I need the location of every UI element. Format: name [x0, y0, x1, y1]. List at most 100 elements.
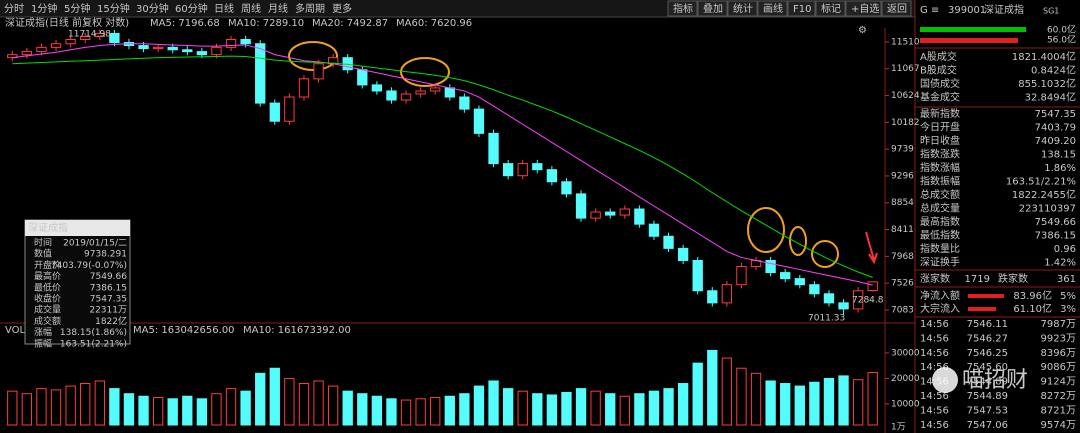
- ma-legend: MA10: 7289.10: [228, 18, 304, 29]
- volume-bar: [138, 395, 149, 426]
- y-tick-label: 8854: [891, 198, 914, 208]
- tooltip-value: 7547.35: [90, 295, 127, 305]
- trade-price: 7546.25: [967, 348, 1008, 359]
- price-annotation: 7284.8: [852, 296, 884, 306]
- period-tab[interactable]: 1分钟: [31, 2, 57, 15]
- bar-value: 56.0亿: [1047, 34, 1076, 46]
- trade-volume: 9086万: [1041, 362, 1076, 373]
- volume-bar: [590, 390, 601, 426]
- volume-bar: [575, 388, 587, 426]
- quote-label: 总成交额: [920, 188, 960, 201]
- period-tab[interactable]: 更多: [332, 2, 352, 15]
- candle-body: [590, 211, 601, 219]
- tool-button[interactable]: [697, 0, 728, 17]
- flow-value: 83.96亿: [1013, 289, 1052, 302]
- price-annotation: 7011.33: [808, 314, 845, 324]
- period-tab[interactable]: 日线: [214, 2, 234, 15]
- tool-label[interactable]: 画线: [763, 2, 783, 15]
- period-tab[interactable]: 周线: [241, 2, 261, 15]
- volume-bar: [313, 380, 324, 426]
- period-tab[interactable]: 15分钟: [97, 2, 130, 15]
- volume-bar: [809, 381, 820, 426]
- volume-bar: [794, 385, 805, 426]
- tooltip-label: 成交量: [34, 304, 61, 316]
- candle-body: [823, 293, 835, 304]
- quote-label: 深证换手: [920, 256, 960, 269]
- candle-body: [386, 90, 397, 101]
- volume-bar: [7, 390, 18, 426]
- highlight-circle: [288, 41, 338, 71]
- candle-body: [284, 96, 295, 122]
- volume-bar: [109, 388, 120, 426]
- tool-label[interactable]: 叠加: [703, 3, 723, 15]
- trade-time: 14:56: [920, 405, 949, 416]
- flow-pct: 5%: [1060, 291, 1076, 302]
- trade-time: 14:56: [920, 420, 949, 431]
- tooltip-value: 9738.291: [84, 250, 127, 260]
- tool-label[interactable]: 标记: [821, 3, 841, 15]
- quote-label: 指数涨跌: [920, 148, 960, 161]
- tool-button[interactable]: [787, 0, 816, 17]
- candle-body: [517, 163, 528, 177]
- candle-body: [634, 208, 645, 225]
- tooltip-value: 138.15(1.86%): [60, 328, 127, 338]
- volume-bar: [823, 377, 835, 426]
- tool-label[interactable]: F10: [793, 4, 811, 15]
- candle-body: [663, 235, 674, 249]
- volume-bar: [561, 391, 572, 426]
- candle-body: [36, 46, 47, 53]
- candle-body: [313, 63, 324, 80]
- candle-body: [357, 69, 368, 86]
- candle-body: [182, 49, 193, 53]
- tool-label[interactable]: 统计: [733, 2, 753, 15]
- candle-body: [240, 39, 251, 45]
- tooltip-label: 数值: [34, 248, 52, 260]
- y-tick-label: 9739: [891, 145, 914, 155]
- tool-button[interactable]: [727, 0, 758, 17]
- period-tab[interactable]: 多周期: [295, 2, 325, 15]
- volume-bar: [663, 388, 674, 426]
- tooltip-header: [25, 220, 130, 236]
- y-tick-label: 10182: [891, 118, 920, 128]
- volume-bar: [357, 393, 368, 426]
- ma-legend: MA60: 7620.96: [396, 18, 472, 29]
- trade-volume: 9574万: [1041, 420, 1076, 431]
- red-arrow: [865, 231, 878, 265]
- period-tab[interactable]: 5分钟: [64, 2, 90, 15]
- watermark-logo: [932, 367, 958, 393]
- bar-down: [920, 38, 1018, 43]
- tool-label[interactable]: 指标: [673, 2, 693, 15]
- volume-bar: [838, 375, 849, 426]
- volume-bar: [371, 395, 383, 426]
- tool-button[interactable]: [667, 0, 698, 17]
- volume-bar: [50, 389, 62, 426]
- quote-value: 0.8424亿: [1031, 64, 1076, 77]
- tool-button[interactable]: [845, 0, 882, 17]
- candle-body: [298, 78, 310, 98]
- tool-button[interactable]: [881, 0, 912, 17]
- tooltip-box: [24, 219, 131, 345]
- tool-button[interactable]: [815, 0, 846, 17]
- volume-bar: [707, 349, 718, 426]
- ma-line: [12, 55, 873, 278]
- volume-bar: [634, 393, 645, 426]
- tool-label[interactable]: 返回: [887, 3, 907, 15]
- period-tab[interactable]: 月线: [268, 2, 288, 15]
- chart-title: 深证成指(日线 前复权 对数): [5, 16, 129, 29]
- quote-label: 最低指数: [920, 229, 960, 242]
- tool-label[interactable]: +自选: [851, 2, 879, 15]
- price-annotation: 11714.98: [68, 30, 111, 40]
- volume-bar: [240, 390, 251, 426]
- tooltip-label: 开盘价: [34, 259, 61, 271]
- period-tab[interactable]: 30分钟: [136, 2, 169, 15]
- period-tab[interactable]: 60分钟: [175, 2, 208, 15]
- tool-button[interactable]: [757, 0, 788, 17]
- period-tab[interactable]: 分时: [4, 3, 24, 15]
- volume-bar: [342, 390, 353, 426]
- quote-label: 指数涨幅: [920, 161, 960, 174]
- bar-up: [920, 27, 1026, 32]
- candle-body: [94, 32, 105, 37]
